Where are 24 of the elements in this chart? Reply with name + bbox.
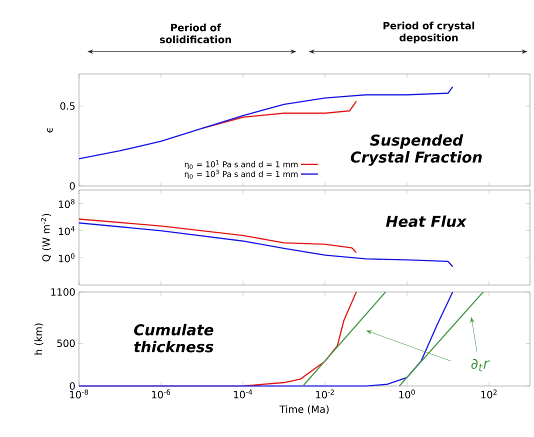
y-tick-label: 0 xyxy=(70,382,75,390)
y-tick-label: 10$^{4}$ xyxy=(58,226,75,236)
y-axis-title: ϵ xyxy=(47,128,53,133)
text: Period of crystal deposition xyxy=(384,22,474,44)
y-tick-label: 500 xyxy=(57,339,75,348)
x-tick-label: 10$^{-8}$ xyxy=(70,390,88,398)
x-tick-label: 10$^{-2}$ xyxy=(316,390,334,398)
y-tick-label: 0 xyxy=(70,182,75,190)
y-tick-label: 0.5 xyxy=(60,102,75,110)
x-tick-label: 10$^{-4}$ xyxy=(234,390,252,398)
annotation: Cumulate thickness xyxy=(134,324,214,352)
y-axis-title: h (km) xyxy=(34,324,44,354)
y-tick-label: 10$^{0}$ xyxy=(58,253,75,262)
x-axis-title: Time (Ma) xyxy=(279,405,329,414)
x-tick-label: 10$^{2}$ xyxy=(481,390,497,398)
y-tick-label: 1100 xyxy=(51,288,75,296)
annotation: ∂$_{t}$r xyxy=(471,358,490,372)
y-tick-label: 10$^{8}$ xyxy=(58,199,74,208)
x-tick-label: 10$^{-6}$ xyxy=(152,390,170,398)
x-tick-label: 10$^{0}$ xyxy=(399,390,415,398)
annotation: Heat Flux xyxy=(386,215,467,228)
text: Period of solidification xyxy=(160,24,232,44)
annotation: Suspended Crystal Fraction xyxy=(350,134,482,166)
y-axis-title: Q (W m$^{-2}$) xyxy=(40,214,52,262)
